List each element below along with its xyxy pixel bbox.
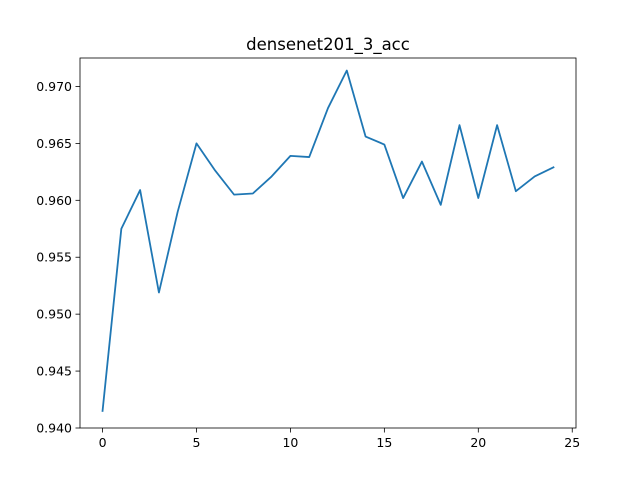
y-tick-label: 0.965	[36, 136, 72, 151]
y-tick-label: 0.945	[36, 364, 72, 379]
y-tick-label: 0.950	[36, 307, 72, 322]
chart-title: densenet201_3_acc	[246, 35, 410, 55]
plot-area	[101, 69, 555, 412]
y-tick-label: 0.970	[36, 79, 72, 94]
y-tick-label: 0.940	[36, 421, 72, 436]
y-tick-label: 0.955	[36, 250, 72, 265]
y-tick-label: 0.960	[36, 193, 72, 208]
x-tick-label: 5	[193, 435, 201, 450]
x-tick-label: 10	[282, 435, 298, 450]
x-axis: 0 5 10 15 20 25	[99, 428, 580, 450]
x-tick-label: 0	[99, 435, 107, 450]
series-line	[101, 69, 555, 412]
y-axis: 0.940 0.945 0.950 0.955 0.960 0.965 0.970	[36, 79, 80, 436]
x-tick-label: 15	[376, 435, 392, 450]
x-tick-label: 25	[564, 435, 580, 450]
plot-frame	[79, 57, 577, 429]
x-tick-label: 20	[470, 435, 486, 450]
